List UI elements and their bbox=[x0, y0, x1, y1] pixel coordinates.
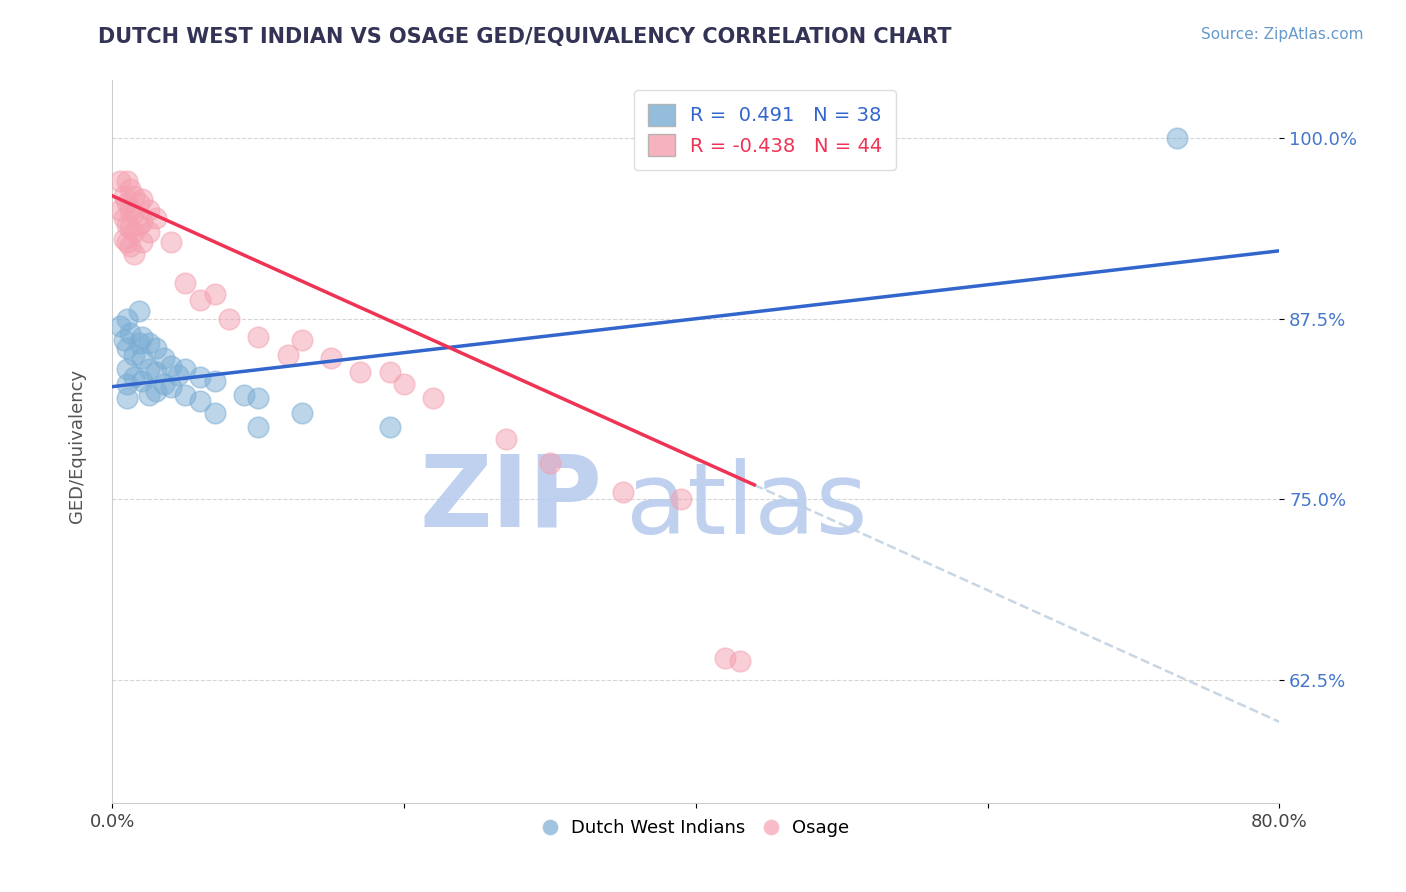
Point bbox=[115, 235, 138, 249]
Point bbox=[152, 351, 174, 365]
Point bbox=[112, 334, 135, 348]
Text: DUTCH WEST INDIAN VS OSAGE GED/EQUIVALENCY CORRELATION CHART: DUTCH WEST INDIAN VS OSAGE GED/EQUIVALEN… bbox=[98, 27, 952, 46]
Point bbox=[145, 211, 167, 225]
Point bbox=[145, 341, 167, 355]
Point bbox=[115, 341, 138, 355]
Point bbox=[152, 376, 174, 391]
Point bbox=[108, 174, 131, 188]
Point bbox=[115, 174, 138, 188]
Point bbox=[160, 379, 183, 393]
Point bbox=[378, 420, 401, 434]
Text: ZIP: ZIP bbox=[420, 450, 603, 548]
Point bbox=[108, 203, 131, 218]
Point bbox=[188, 394, 211, 409]
Point bbox=[394, 376, 416, 391]
Point bbox=[124, 189, 146, 203]
Point bbox=[671, 492, 693, 507]
Point bbox=[115, 196, 138, 211]
Point bbox=[128, 304, 150, 318]
Point bbox=[728, 654, 751, 668]
Point bbox=[247, 330, 270, 344]
Point bbox=[112, 189, 135, 203]
Point bbox=[112, 232, 135, 246]
Point bbox=[218, 311, 240, 326]
Point bbox=[138, 362, 160, 376]
Point bbox=[124, 225, 146, 239]
Point bbox=[118, 239, 141, 253]
Text: atlas: atlas bbox=[626, 458, 868, 555]
Point bbox=[378, 365, 401, 379]
Point bbox=[138, 388, 160, 402]
Point bbox=[204, 374, 226, 388]
Point bbox=[124, 348, 146, 362]
Point bbox=[124, 206, 146, 220]
Point bbox=[174, 388, 197, 402]
Point bbox=[174, 362, 197, 376]
Point bbox=[131, 192, 153, 206]
Point bbox=[291, 334, 314, 348]
Point bbox=[138, 203, 160, 218]
Point bbox=[247, 391, 270, 405]
Point bbox=[128, 336, 150, 351]
Point bbox=[174, 276, 197, 290]
Text: Source: ZipAtlas.com: Source: ZipAtlas.com bbox=[1201, 27, 1364, 42]
Point bbox=[115, 218, 138, 232]
Point bbox=[145, 384, 167, 398]
Point bbox=[188, 293, 211, 307]
Point bbox=[247, 420, 270, 434]
Point bbox=[1166, 131, 1188, 145]
Point bbox=[118, 220, 141, 235]
Point bbox=[204, 287, 226, 301]
Point bbox=[138, 225, 160, 239]
Point bbox=[291, 406, 314, 420]
Point bbox=[349, 365, 371, 379]
Point bbox=[138, 336, 160, 351]
Point bbox=[422, 391, 444, 405]
Point bbox=[131, 351, 153, 365]
Point bbox=[118, 203, 141, 218]
Point bbox=[128, 196, 150, 211]
Point bbox=[118, 326, 141, 341]
Point bbox=[124, 246, 146, 260]
Point bbox=[276, 348, 298, 362]
Point bbox=[160, 359, 183, 374]
Point bbox=[115, 362, 138, 376]
Point bbox=[124, 369, 146, 384]
Point bbox=[115, 376, 138, 391]
Text: GED/Equivalency: GED/Equivalency bbox=[69, 369, 86, 523]
Point bbox=[188, 369, 211, 384]
Point bbox=[321, 351, 343, 365]
Point bbox=[131, 374, 153, 388]
Point bbox=[131, 215, 153, 229]
Point bbox=[714, 651, 737, 665]
Point bbox=[160, 235, 183, 249]
Point bbox=[108, 318, 131, 333]
Point bbox=[128, 218, 150, 232]
Point bbox=[612, 485, 634, 500]
Point bbox=[167, 368, 190, 382]
Point bbox=[145, 365, 167, 379]
Point bbox=[131, 330, 153, 344]
Point bbox=[118, 182, 141, 196]
Legend: Dutch West Indians, Osage: Dutch West Indians, Osage bbox=[536, 812, 856, 845]
Point bbox=[538, 456, 561, 470]
Point bbox=[115, 391, 138, 405]
Point bbox=[232, 388, 254, 402]
Point bbox=[495, 432, 517, 446]
Point bbox=[112, 211, 135, 225]
Point bbox=[204, 406, 226, 420]
Point bbox=[131, 235, 153, 249]
Point bbox=[115, 311, 138, 326]
